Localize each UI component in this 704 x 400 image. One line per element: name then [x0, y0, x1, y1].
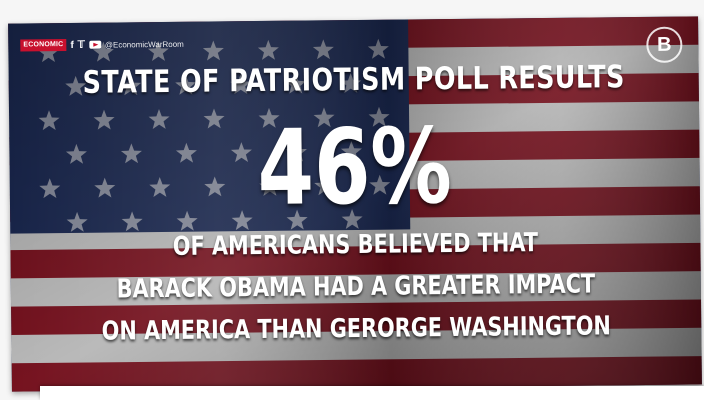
- poll-percentage: 46%: [256, 104, 453, 230]
- social-header: ECONOMIC f 𝕋 @EconomicWarRoom: [20, 38, 184, 52]
- facebook-icon: f: [70, 39, 74, 51]
- poll-headline: STATE OF PATRIOTISM POLL RESULTS: [82, 59, 625, 101]
- poll-statement-line-1: OF AMERICANS BELIEVED THAT: [172, 228, 539, 262]
- page-content-below: [40, 386, 704, 400]
- twitter-icon: 𝕋: [77, 39, 85, 51]
- poll-statement-line-2: BARACK OBAMA HAD A GREATER IMPACT: [116, 269, 596, 305]
- social-handle: @EconomicWarRoom: [104, 39, 184, 50]
- youtube-icon: [88, 40, 101, 49]
- blaze-logo-icon: B: [646, 26, 683, 63]
- poll-graphic-card: ECONOMIC f 𝕋 @EconomicWarRoom B STATE OF…: [8, 16, 702, 392]
- american-flag-background: [8, 16, 702, 392]
- economic-war-room-logo: ECONOMIC: [20, 39, 67, 52]
- poll-statement-line-3: ON AMERICA THAN GERORGE WASHINGTON: [101, 311, 612, 347]
